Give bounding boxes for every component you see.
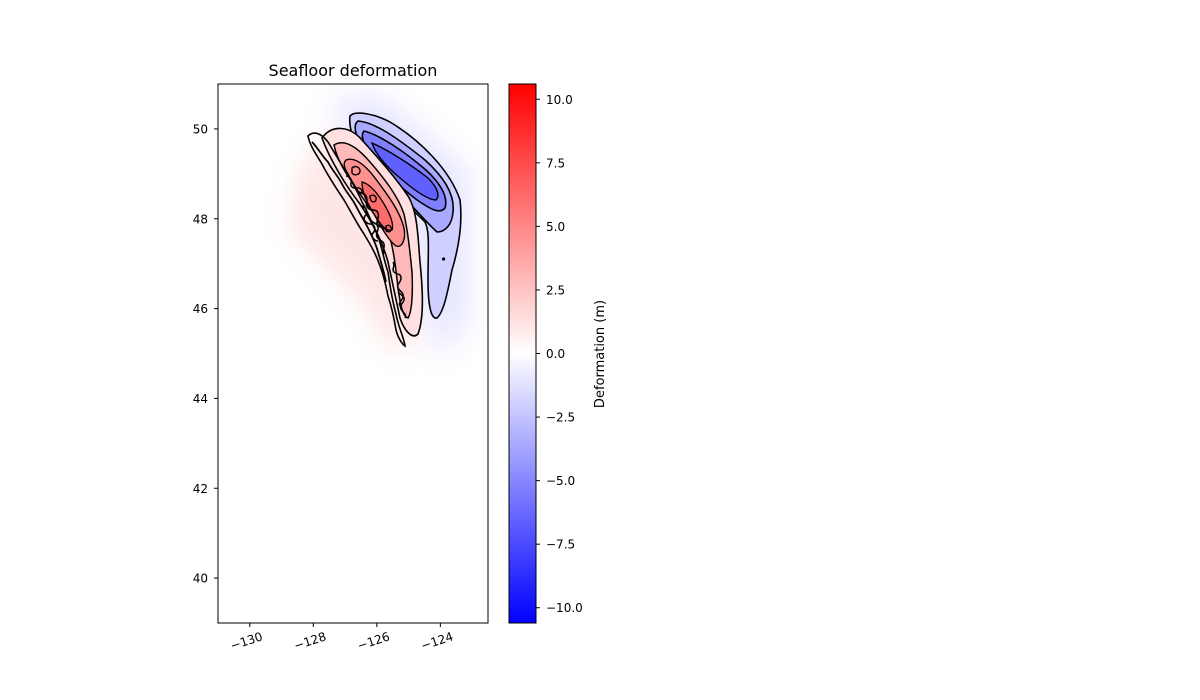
trench-contour-dense-d xyxy=(392,261,404,307)
uplift-loop-b xyxy=(369,194,377,203)
trench-contour-dense-c xyxy=(369,219,385,255)
y-tick-label: 50 xyxy=(193,122,208,136)
subsidence-level-4 xyxy=(370,141,439,201)
colorbar-ticks: −10.0 −7.5 −5.0 −2.5 0.0 2.5 5.0 7.5 10.0 xyxy=(536,93,583,615)
uplift-loop-c xyxy=(385,224,392,233)
uplift-level-4 xyxy=(361,181,394,231)
x-tick-label: −130 xyxy=(229,629,265,653)
y-tick-label: 42 xyxy=(193,482,208,496)
trench-contour-dense-b xyxy=(361,205,379,242)
colorbar-tick-label: 5.0 xyxy=(546,220,565,234)
x-tick-label: −128 xyxy=(292,629,328,653)
colorbar-tick-label: 7.5 xyxy=(546,156,565,170)
colorbar-gradient xyxy=(508,83,537,624)
trench-contour-dense-e xyxy=(397,291,407,319)
colorbar-tick-label: 0.0 xyxy=(546,347,565,361)
x-tick-label: −124 xyxy=(419,629,455,653)
colorbar-tick-label: −7.5 xyxy=(546,538,575,552)
subsidence-dot xyxy=(442,257,446,261)
x-tick-label: −126 xyxy=(356,629,392,653)
colorbar: −10.0 −7.5 −5.0 −2.5 0.0 2.5 5.0 7.5 10.0 Deform… xyxy=(508,83,608,624)
colorbar-tick-label: −10.0 xyxy=(546,601,583,615)
chart-title: Seafloor deformation xyxy=(269,61,438,80)
y-tick-label: 48 xyxy=(193,212,208,226)
y-axis: 40 42 44 46 48 50 xyxy=(193,122,218,586)
trench-contour-dense-f xyxy=(345,175,363,195)
trench-contour-dense-a xyxy=(355,189,388,233)
colorbar-tick-label: 2.5 xyxy=(546,283,565,297)
y-tick-label: 44 xyxy=(193,392,208,406)
colorbar-label: Deformation (m) xyxy=(593,300,608,408)
colorbar-tick-label: −5.0 xyxy=(546,474,575,488)
plot-area xyxy=(218,84,488,623)
trench-contour-inner xyxy=(311,141,387,283)
colorbar-tick-label: 10.0 xyxy=(546,93,573,107)
uplift-loop-a xyxy=(351,165,361,176)
y-tick-label: 46 xyxy=(193,302,208,316)
y-tick-label: 40 xyxy=(193,572,208,586)
colorbar-tick-label: −2.5 xyxy=(546,411,575,425)
plot-frame xyxy=(217,83,489,624)
x-axis: −130 −128 −126 −124 xyxy=(229,623,455,653)
